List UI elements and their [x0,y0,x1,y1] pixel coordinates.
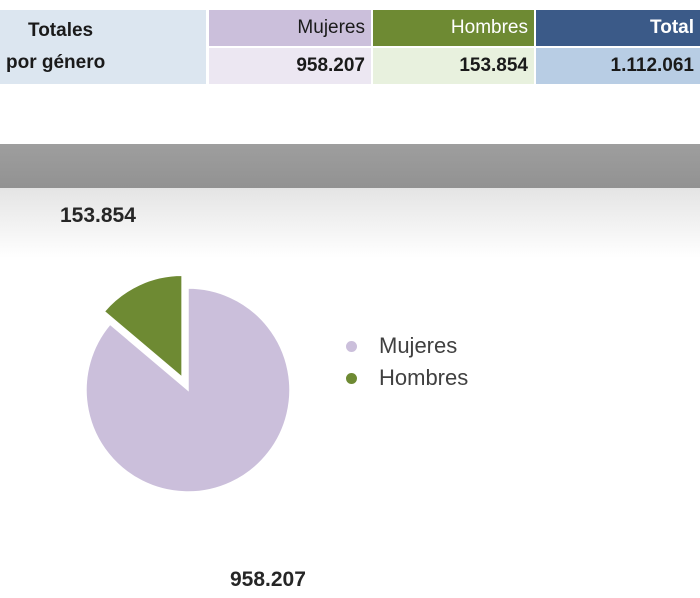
legend-label-mujeres: Mujeres [379,333,458,358]
legend-marker-hombres [346,372,357,384]
value-total: 1.112.061 [536,48,700,84]
legend-item-mujeres: Mujeres [342,330,468,362]
table-row-label: Totales por género [0,10,206,84]
gender-totals-table: Totales por género Mujeres Hombres Total… [0,10,700,84]
label-line-por-genero: por género [6,52,106,73]
header-mujeres: Mujeres [209,10,371,46]
data-label-hombres: 153.854 [60,204,136,227]
legend-label-hombres: Hombres [379,365,469,390]
legend-marker-mujeres [346,340,357,352]
chart-legend: Mujeres Hombres [342,330,468,394]
label-line-totales: Totales [28,20,94,41]
legend-item-hombres: Hombres [342,362,468,394]
chart-top-bar [0,144,700,188]
header-total: Total [536,10,700,46]
pie-slice-mujeres [85,287,291,493]
header-hombres: Hombres [373,10,534,46]
value-mujeres: 958.207 [209,48,371,84]
chart-shadow-fade [0,188,700,258]
data-label-mujeres: 958.207 [230,568,306,591]
pie-slice-hombres [103,274,183,379]
value-hombres: 153.854 [373,48,534,84]
